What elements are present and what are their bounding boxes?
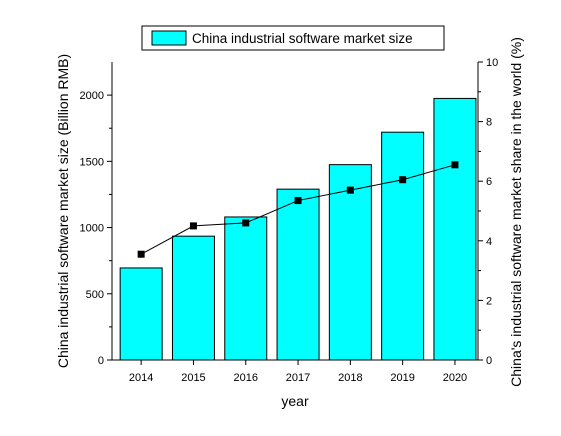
x-tick-label-2014: 2014: [129, 372, 153, 384]
y2-tick-label: 6: [486, 176, 492, 188]
x-axis-title: year: [281, 393, 309, 409]
legend-label: China industrial software market size: [192, 31, 413, 46]
bar-2017: [276, 188, 320, 361]
legend-swatch: [151, 30, 187, 46]
y-axis-title: China industrial software market size (B…: [55, 54, 71, 368]
share-point-2016: [242, 219, 250, 227]
y-tick-label: 1500: [80, 156, 104, 168]
bar-2019: [381, 131, 425, 361]
share-point-2018: [346, 186, 354, 194]
y-tick-label: 0: [98, 355, 104, 367]
y-tick-label: 1000: [80, 223, 104, 235]
y2-tick-label: 4: [486, 236, 492, 248]
share-point-2019: [399, 176, 407, 184]
legend-box: [141, 25, 445, 51]
share-point-2020: [451, 161, 459, 169]
share-point-2014: [137, 250, 145, 258]
y2-tick-label: 2: [486, 295, 492, 307]
y2-tick-label: 8: [486, 117, 492, 129]
axes-group: 0 500 1000 1500 2000 0 2 4 6 8 10 2014 2015 2016 2017 2…: [80, 57, 499, 384]
share-point-2015: [189, 222, 197, 230]
bar-2020: [433, 97, 477, 361]
y2-tick-label: 10: [486, 57, 498, 69]
x-tick-label-2018: 2018: [338, 372, 362, 384]
bar-2016: [224, 216, 268, 361]
x-tick-label-2019: 2019: [390, 372, 414, 384]
share-point-2017: [294, 197, 302, 205]
bar-2015: [171, 235, 215, 361]
x-tick-label-2016: 2016: [234, 372, 258, 384]
x-tick-label-2020: 2020: [443, 372, 467, 384]
legend: China industrial software market size: [141, 25, 445, 51]
x-tick-label-2015: 2015: [181, 372, 205, 384]
line-series-group: [137, 161, 459, 258]
y2-axis-title: China's industrial software market share…: [508, 37, 524, 387]
bar-2018: [328, 164, 372, 361]
x-tick-label-2017: 2017: [286, 372, 310, 384]
bar-2014: [119, 267, 163, 361]
bars-group: [119, 97, 477, 361]
y-tick-label: 500: [86, 289, 104, 301]
y-tick-label: 2000: [80, 90, 104, 102]
y2-tick-label: 0: [486, 355, 492, 367]
